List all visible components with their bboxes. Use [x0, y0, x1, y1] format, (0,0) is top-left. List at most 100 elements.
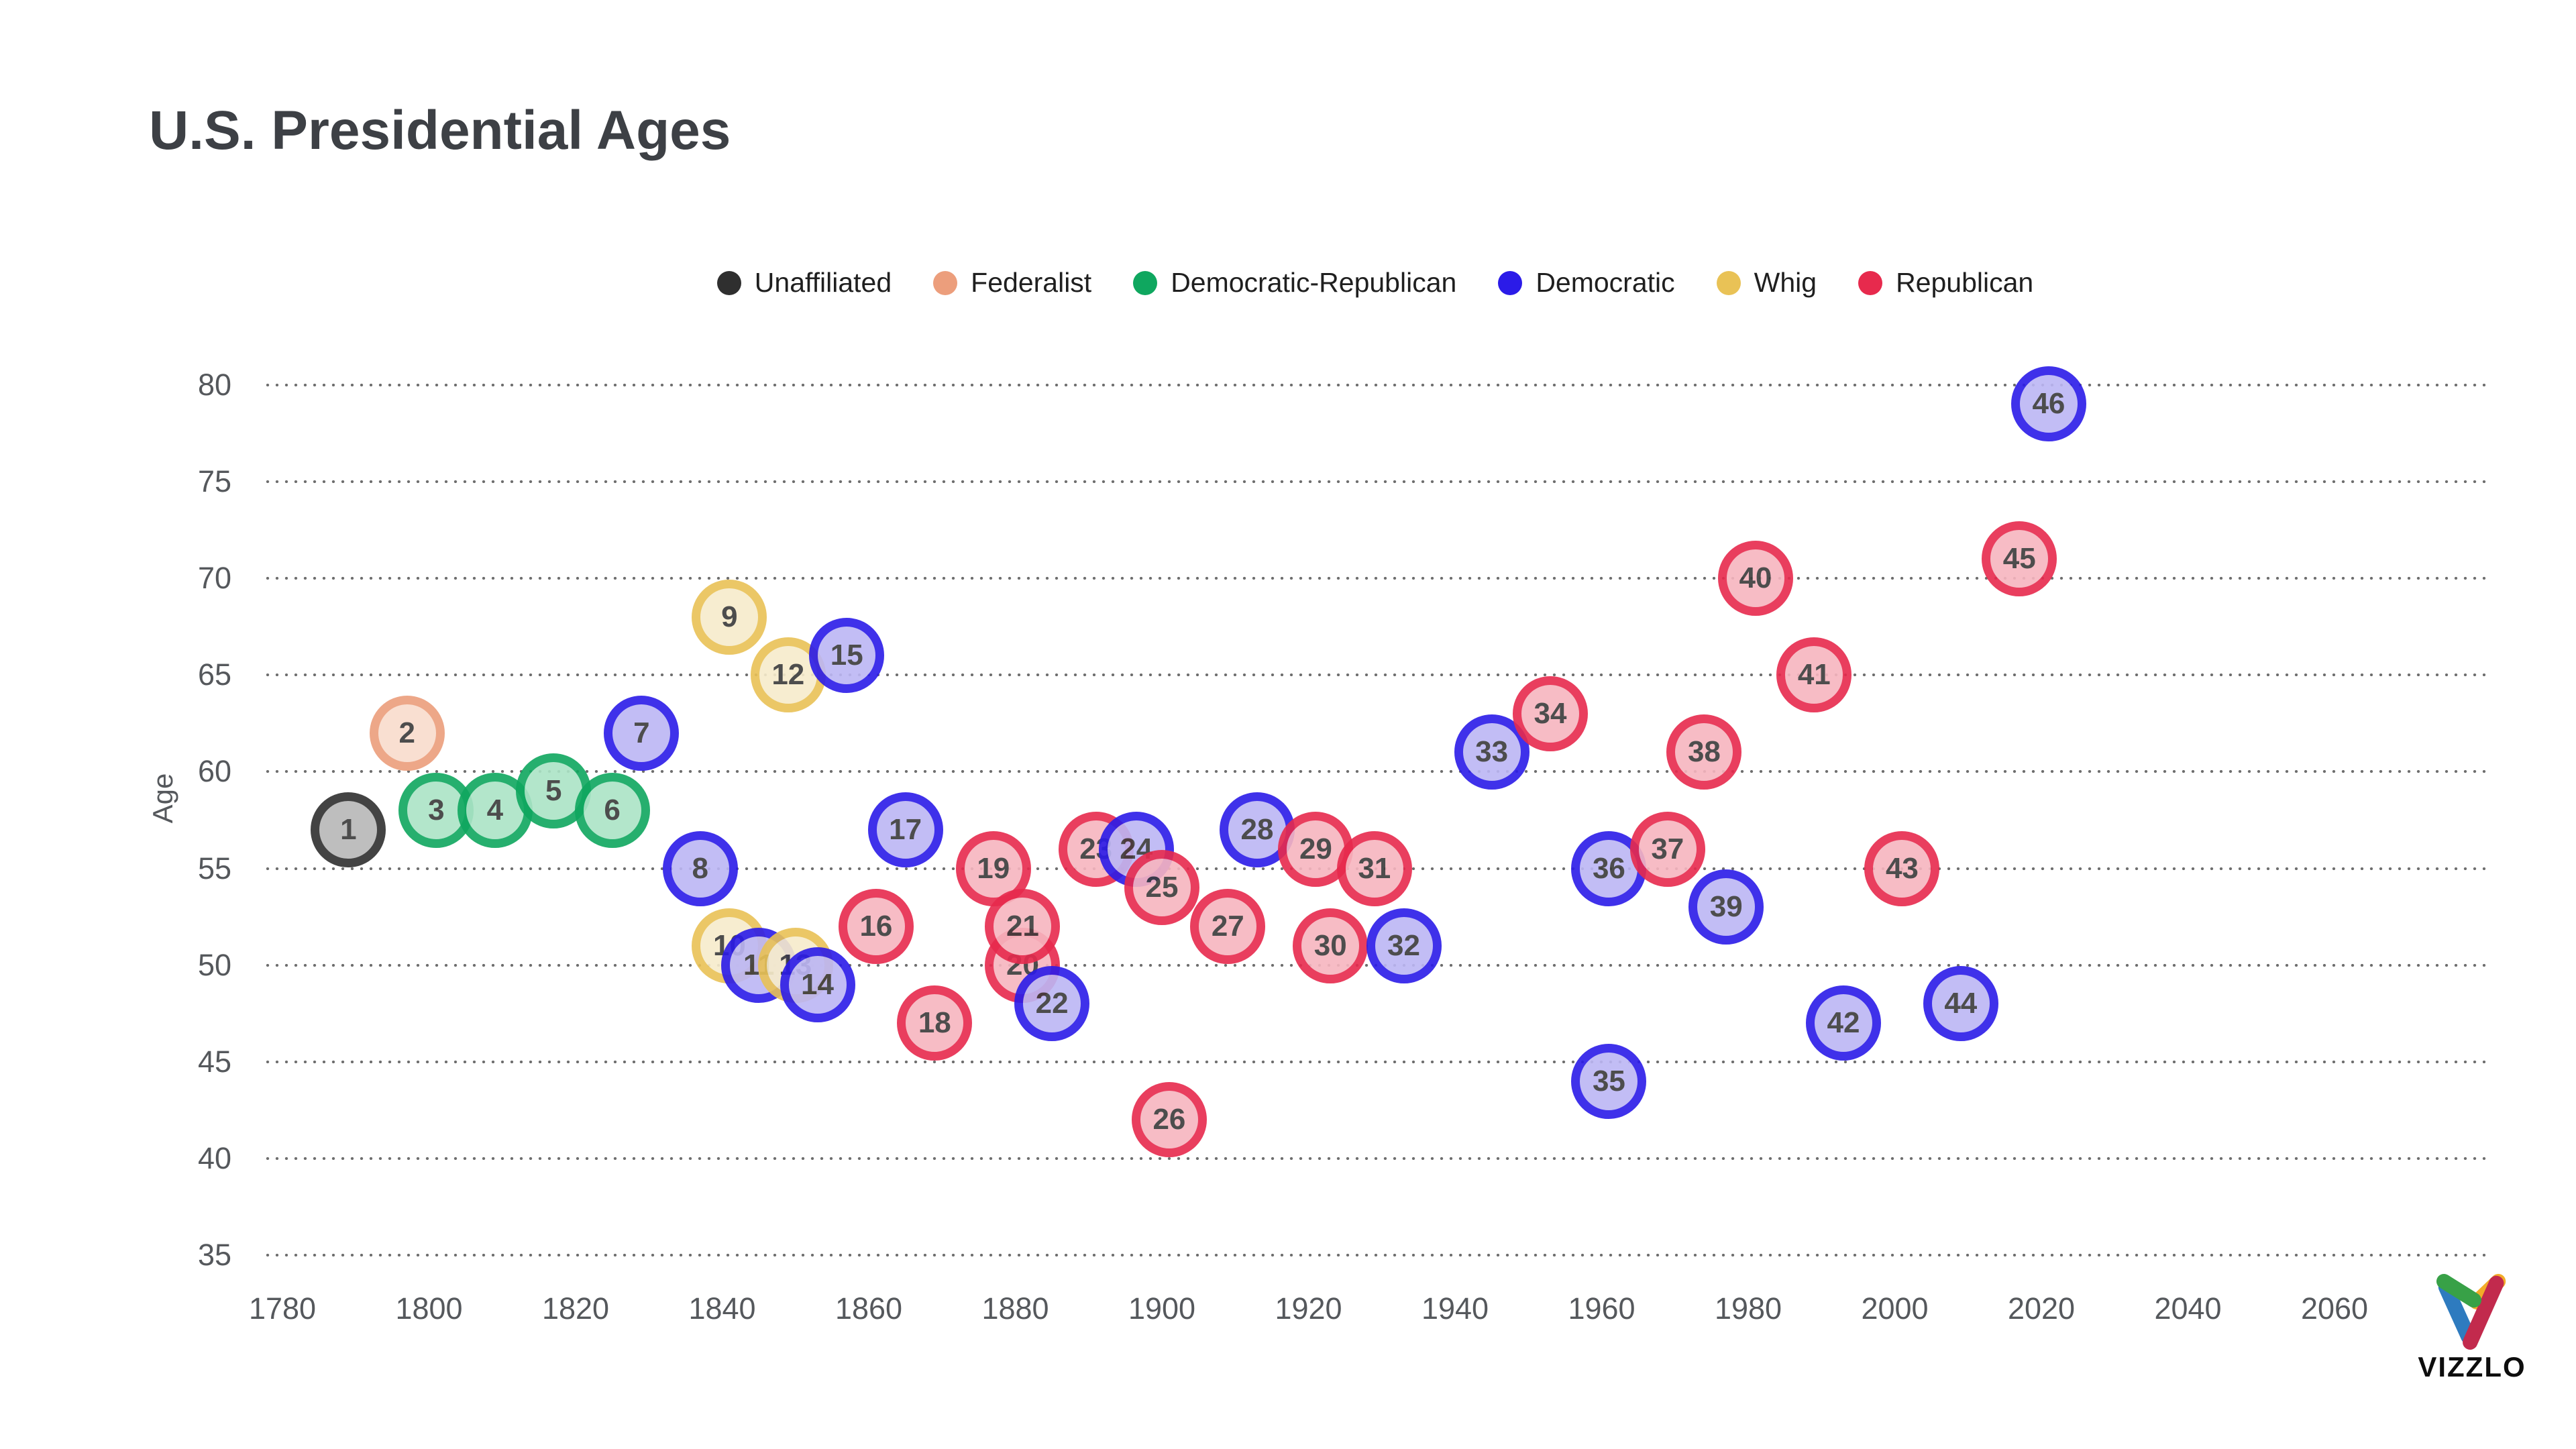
x-tick-1860: 1860 — [835, 1291, 903, 1326]
gridline-40 — [263, 1157, 2489, 1161]
president-number: 39 — [1709, 890, 1743, 924]
gridline-70 — [263, 576, 2489, 580]
y-tick-55: 55 — [197, 851, 231, 885]
y-tick-40: 40 — [197, 1141, 231, 1176]
legend-label: Democratic — [1536, 267, 1675, 298]
president-number: 31 — [1358, 851, 1391, 885]
president-bubble-26[interactable]: 26 — [1131, 1082, 1207, 1158]
y-tick-65: 65 — [197, 657, 231, 692]
x-tick-1980: 1980 — [1714, 1291, 1782, 1326]
legend-item-republican[interactable]: Republican — [1858, 267, 2033, 299]
president-bubble-43[interactable]: 43 — [1864, 830, 1940, 906]
president-number: 35 — [1592, 1064, 1625, 1097]
legend-item-unaffiliated[interactable]: Unaffiliated — [716, 267, 892, 299]
y-tick-75: 75 — [197, 464, 231, 498]
president-number: 7 — [633, 716, 650, 749]
president-number: 4 — [486, 793, 504, 826]
president-number: 34 — [1534, 696, 1567, 730]
legend-dot-democratic — [1498, 270, 1523, 295]
legend-label: Republican — [1896, 267, 2034, 298]
president-number: 26 — [1152, 1103, 1186, 1136]
president-bubble-30[interactable]: 30 — [1293, 908, 1368, 983]
vizzlo-branding[interactable]: VIZZLO — [2392, 1269, 2553, 1383]
president-number: 3 — [428, 793, 445, 826]
x-tick-1840: 1840 — [688, 1291, 756, 1326]
y-tick-45: 45 — [197, 1044, 231, 1079]
president-number: 32 — [1387, 928, 1420, 962]
president-bubble-38[interactable]: 38 — [1666, 714, 1742, 790]
president-bubble-7[interactable]: 7 — [604, 695, 680, 771]
president-bubble-35[interactable]: 35 — [1571, 1043, 1647, 1119]
x-tick-2000: 2000 — [1861, 1291, 1929, 1326]
president-bubble-1[interactable]: 1 — [311, 792, 386, 867]
x-tick-1900: 1900 — [1128, 1291, 1196, 1326]
president-bubble-27[interactable]: 27 — [1190, 889, 1266, 965]
x-tick-1780: 1780 — [248, 1291, 317, 1326]
x-tick-2020: 2020 — [2007, 1291, 2076, 1326]
president-bubble-34[interactable]: 34 — [1513, 676, 1589, 751]
gridline-45 — [263, 1060, 2489, 1063]
legend-label: Unaffiliated — [754, 267, 892, 298]
president-number: 37 — [1651, 832, 1684, 865]
president-number: 22 — [1035, 987, 1069, 1020]
president-bubble-2[interactable]: 2 — [369, 695, 445, 771]
chart-title: U.S. Presidential Ages — [149, 100, 731, 161]
president-bubble-9[interactable]: 9 — [692, 579, 767, 655]
president-number: 15 — [830, 639, 863, 672]
legend-item-whig[interactable]: Whig — [1716, 267, 1817, 299]
x-tick-1960: 1960 — [1568, 1291, 1635, 1326]
x-tick-1920: 1920 — [1275, 1291, 1342, 1326]
president-bubble-31[interactable]: 31 — [1336, 830, 1412, 906]
y-tick-70: 70 — [197, 560, 231, 595]
president-bubble-40[interactable]: 40 — [1717, 540, 1793, 616]
president-bubble-42[interactable]: 42 — [1806, 985, 1882, 1061]
president-number: 9 — [721, 600, 738, 633]
president-bubble-14[interactable]: 14 — [780, 947, 855, 1022]
gridline-80 — [263, 383, 2489, 386]
x-tick-1880: 1880 — [981, 1291, 1049, 1326]
president-bubble-15[interactable]: 15 — [809, 618, 885, 694]
president-bubble-44[interactable]: 44 — [1923, 966, 1998, 1042]
president-bubble-22[interactable]: 22 — [1014, 966, 1090, 1042]
gridline-60 — [263, 770, 2489, 773]
vizzlo-wordmark: VIZZLO — [2418, 1351, 2526, 1383]
president-bubble-46[interactable]: 46 — [2010, 366, 2086, 442]
president-bubble-21[interactable]: 21 — [985, 889, 1061, 965]
legend: Unaffiliated Federalist Democratic-Republi… — [262, 267, 2489, 299]
president-bubble-37[interactable]: 37 — [1629, 811, 1705, 887]
president-number: 19 — [977, 851, 1010, 885]
legend-dot-unaffiliated — [716, 270, 741, 295]
president-bubble-39[interactable]: 39 — [1688, 869, 1764, 945]
y-axis-title: Age — [147, 773, 178, 824]
legend-dot-democratic-republican — [1133, 270, 1158, 295]
president-number: 25 — [1145, 871, 1179, 904]
president-number: 46 — [2032, 387, 2065, 421]
president-bubble-6[interactable]: 6 — [574, 772, 650, 848]
legend-item-federalist[interactable]: Federalist — [933, 267, 1091, 299]
president-number: 36 — [1592, 851, 1625, 885]
gridline-75 — [263, 480, 2489, 483]
president-bubble-32[interactable]: 32 — [1366, 908, 1442, 983]
president-number: 41 — [1797, 658, 1831, 692]
legend-dot-federalist — [933, 270, 958, 295]
legend-dot-republican — [1858, 270, 1883, 295]
legend-item-democratic-republican[interactable]: Democratic-Republican — [1133, 267, 1456, 299]
president-bubble-25[interactable]: 25 — [1124, 850, 1199, 926]
y-tick-80: 80 — [197, 367, 231, 402]
gridline-35 — [263, 1254, 2489, 1257]
president-bubble-45[interactable]: 45 — [1982, 521, 2057, 597]
president-bubble-16[interactable]: 16 — [838, 889, 914, 965]
president-number: 44 — [1944, 987, 1978, 1020]
president-bubble-17[interactable]: 17 — [867, 792, 943, 867]
president-bubble-41[interactable]: 41 — [1776, 637, 1852, 713]
legend-item-democratic[interactable]: Democratic — [1498, 267, 1675, 299]
president-number: 18 — [918, 1006, 951, 1040]
x-tick-2060: 2060 — [2300, 1291, 2369, 1326]
legend-label: Federalist — [971, 267, 1092, 298]
president-number: 16 — [859, 910, 893, 943]
y-tick-50: 50 — [197, 947, 231, 982]
president-number: 27 — [1211, 910, 1244, 943]
president-bubble-18[interactable]: 18 — [897, 985, 973, 1061]
president-bubble-8[interactable]: 8 — [662, 830, 738, 906]
